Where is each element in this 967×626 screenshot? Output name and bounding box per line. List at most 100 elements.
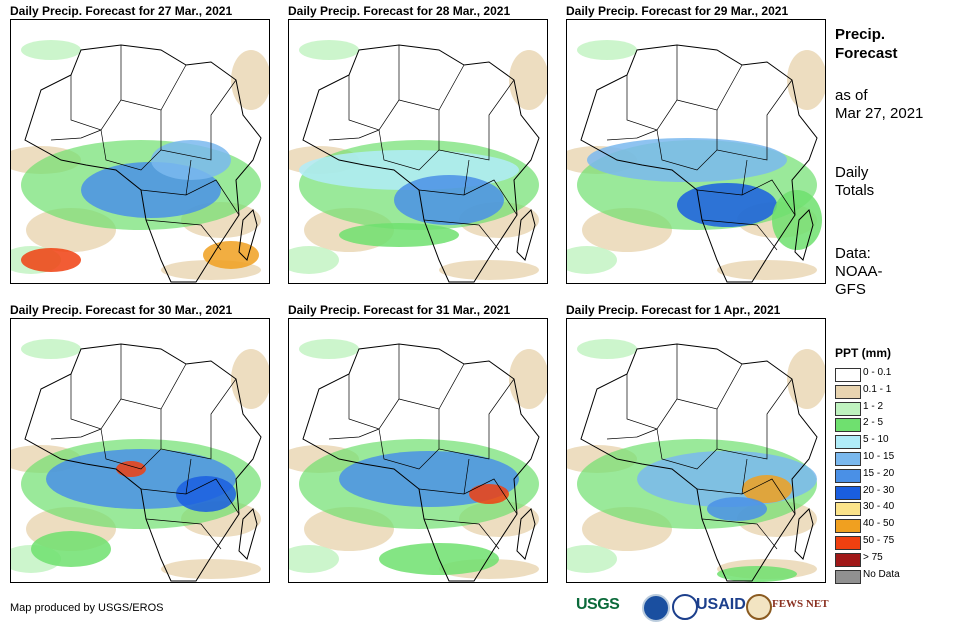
country-border — [70, 45, 122, 131]
ocean-precip-area — [717, 260, 817, 280]
legend-label: 20 - 30 — [863, 484, 895, 496]
country-border — [716, 79, 793, 161]
country-border — [741, 159, 748, 196]
ocean-precip-area — [577, 339, 637, 359]
noaa-logo — [642, 594, 670, 622]
country-border — [185, 159, 192, 196]
legend-label: 1 - 2 — [863, 400, 884, 412]
country-border — [701, 219, 778, 251]
legend-swatch — [835, 368, 861, 382]
legend-item: 5 - 10 — [835, 433, 945, 450]
country-border — [100, 428, 162, 470]
legend-label: 15 - 20 — [863, 467, 895, 479]
precip-area — [469, 484, 509, 504]
panel-title: Daily Precip. Forecast for 31 Mar., 2021 — [288, 303, 511, 317]
country-border — [348, 45, 400, 131]
country-border — [100, 129, 162, 171]
ocean-precip-area — [231, 50, 269, 110]
madagascar-outline — [794, 508, 814, 560]
forecast-panel-2: Daily Precip. Forecast for 28 Mar., 2021 — [288, 3, 548, 286]
legend-item: > 75 — [835, 551, 945, 567]
country-border — [438, 79, 515, 161]
precip-area — [203, 241, 259, 269]
legend-label: 0.1 - 1 — [863, 383, 892, 395]
country-border — [50, 428, 102, 440]
country-border — [423, 219, 500, 251]
africa-outline — [580, 343, 818, 582]
madagascar-outline — [238, 508, 258, 560]
legend-swatch — [835, 452, 861, 466]
forecast-panel-3: Daily Precip. Forecast for 29 Mar., 2021 — [566, 3, 826, 286]
legend-swatch — [835, 519, 861, 534]
country-border — [626, 344, 678, 430]
legend-swatch — [835, 552, 861, 567]
africa-map — [567, 40, 825, 283]
asof-date: Mar 27, 2021 — [835, 105, 924, 122]
country-border — [423, 518, 500, 550]
legend-title: PPT (mm) — [835, 346, 892, 360]
precip-area — [339, 223, 459, 247]
legend-item: 30 - 40 — [835, 500, 945, 517]
legend-item: No Data — [835, 568, 945, 584]
precip-map — [288, 19, 548, 284]
country-border — [463, 159, 470, 196]
precip-map — [566, 19, 826, 284]
ocean-precip-area — [299, 339, 359, 359]
country-border — [328, 129, 380, 141]
country-border — [676, 363, 743, 410]
precip-area — [31, 531, 111, 567]
panel-title: Daily Precip. Forecast for 27 Mar., 2021 — [10, 4, 233, 18]
fews-net-logo: FEWS NET — [772, 598, 829, 610]
legend-item: 50 - 75 — [835, 534, 945, 550]
data-source-1: NOAA- — [835, 263, 883, 280]
africa-outline — [302, 44, 540, 283]
totals-label-1: Daily — [835, 164, 869, 181]
legend-item: 0 - 0.1 — [835, 366, 945, 382]
country-border — [418, 179, 518, 216]
legend-label: 10 - 15 — [863, 451, 895, 462]
africa-map — [11, 339, 269, 582]
legend-swatch — [835, 536, 861, 550]
precip-area — [772, 190, 822, 250]
precip-area — [176, 476, 236, 512]
precip-area — [717, 566, 797, 582]
country-border — [348, 344, 400, 430]
ocean-precip-area — [161, 559, 261, 579]
usaid-logo: USAID — [696, 596, 746, 613]
country-border — [606, 428, 658, 440]
forecast-panel-4: Daily Precip. Forecast for 30 Mar., 2021 — [10, 302, 270, 585]
legend-label: 0 - 0.1 — [863, 367, 892, 378]
legend-swatch — [835, 485, 861, 500]
map-credit: Map produced by USGS/EROS — [10, 602, 164, 614]
legend-swatch — [835, 468, 861, 483]
panel-title: Daily Precip. Forecast for 28 Mar., 2021 — [288, 4, 511, 18]
africa-map — [289, 339, 547, 582]
data-label: Data: — [835, 245, 871, 262]
country-border — [145, 518, 222, 550]
country-border — [741, 458, 748, 495]
legend-item: 10 - 15 — [835, 450, 945, 466]
ocean-precip-area — [567, 545, 617, 573]
precip-map — [288, 318, 548, 583]
country-border — [418, 478, 518, 515]
legend-swatch — [835, 569, 861, 584]
country-border — [50, 129, 102, 141]
precip-map — [566, 318, 826, 583]
legend-label: 40 - 50 — [863, 518, 895, 530]
country-border — [160, 378, 237, 460]
country-border — [656, 428, 718, 470]
country-border — [606, 129, 658, 141]
africa-map — [567, 339, 825, 582]
precip-map — [10, 19, 270, 284]
country-border — [120, 363, 187, 410]
legend-item: 40 - 50 — [835, 517, 945, 534]
precip-area — [21, 248, 81, 272]
country-border — [656, 129, 718, 171]
usgs-logo: USGS — [576, 596, 620, 613]
ocean-precip-area — [787, 50, 825, 110]
africa-outline — [302, 343, 540, 582]
ocean-precip-area — [299, 40, 359, 60]
legend-label: > 75 — [863, 551, 883, 563]
legend-label: 30 - 40 — [863, 501, 895, 513]
country-border — [160, 79, 237, 161]
